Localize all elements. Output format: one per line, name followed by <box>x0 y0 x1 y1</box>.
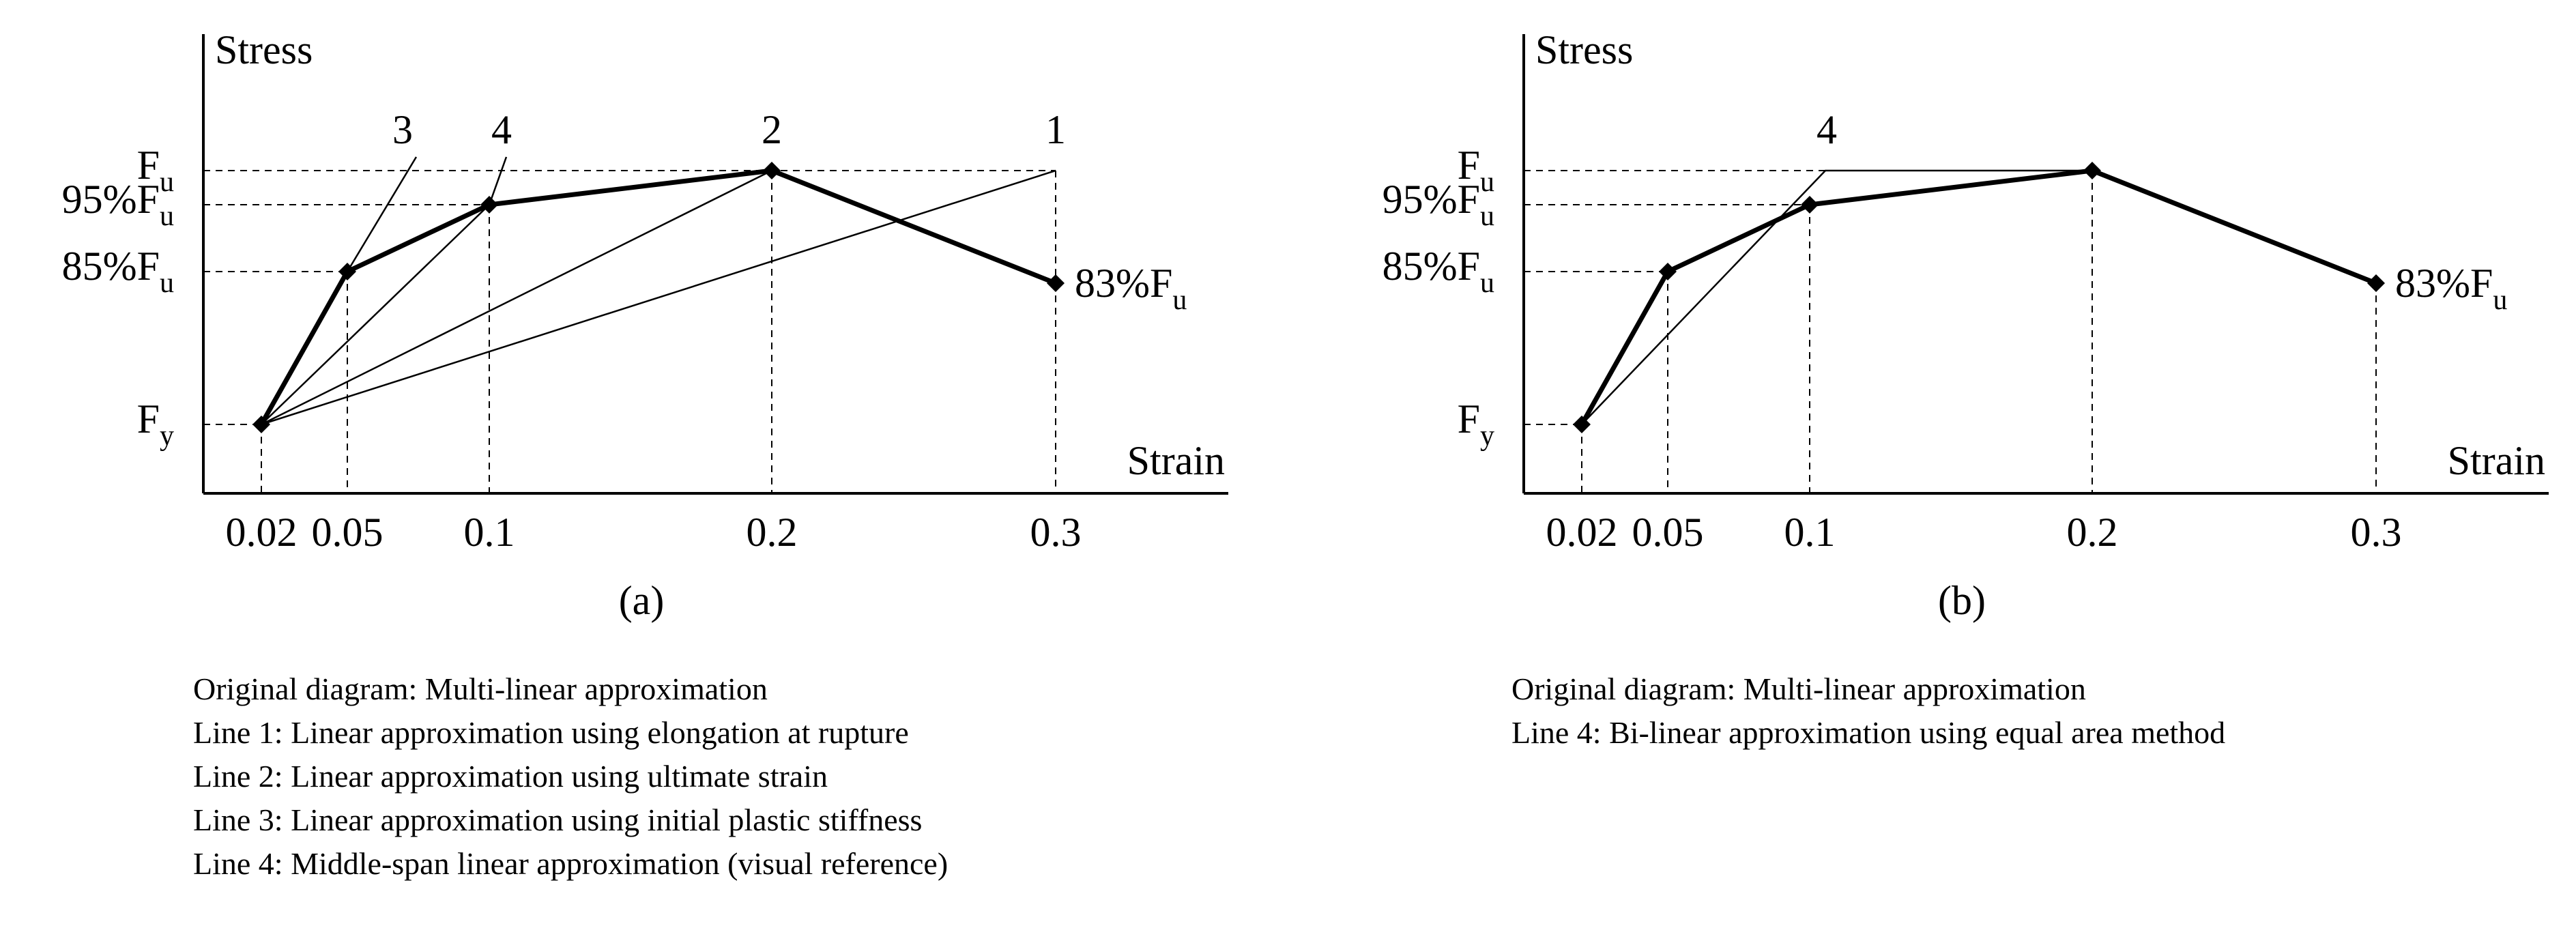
data-point-marker-4 <box>1047 274 1065 292</box>
series-line-3 <box>260 156 418 425</box>
x-tick-label-3: 0.2 <box>747 510 798 555</box>
panel-a-legend: Original diagram: Multi-linear approxima… <box>193 667 948 886</box>
series-line-4 <box>261 156 508 425</box>
x-tick-label-2: 0.1 <box>1784 510 1836 555</box>
panel-b-legend: Original diagram: Multi-linear approxima… <box>1511 667 2225 755</box>
legend-a-line-0: Original diagram: Multi-linear approxima… <box>193 671 768 706</box>
series-line-1 <box>261 169 1056 426</box>
y-tick-label-0: Fy <box>137 396 174 452</box>
panel-caption: (b) <box>1938 578 1986 623</box>
line-label-0: 3 <box>392 107 413 152</box>
annotation-label-0: 83%Fu <box>1075 261 1187 316</box>
series-line-2 <box>261 169 772 426</box>
line-label-3: 1 <box>1045 107 1066 152</box>
x-tick-label-4: 0.3 <box>1030 510 1082 555</box>
series-original-line <box>1579 168 2377 426</box>
data-point-marker-4 <box>2367 274 2385 292</box>
x-tick-label-0: 0.02 <box>226 510 298 555</box>
legend-a-line-1: Line 1: Linear approximation using elong… <box>193 715 909 750</box>
line-label-0: 4 <box>1817 107 1837 152</box>
annotation-label-0: 83%Fu <box>2395 261 2507 316</box>
legend-a-line-4: Line 4: Middle-span linear approximation… <box>193 846 949 881</box>
x-axis-title: Strain <box>1127 438 1225 483</box>
data-point-marker-1 <box>1659 263 1677 280</box>
panel-caption: (a) <box>619 578 665 623</box>
x-tick-label-1: 0.05 <box>312 510 383 555</box>
x-tick-label-3: 0.2 <box>2067 510 2118 555</box>
y-axis-title: Stress <box>215 27 313 72</box>
x-axis-title: Strain <box>2448 438 2545 483</box>
legend-b-line-0: Original diagram: Multi-linear approxima… <box>1511 671 2086 706</box>
y-axis-title: Stress <box>1535 27 1633 72</box>
x-tick-label-2: 0.1 <box>464 510 515 555</box>
series-line-4 <box>1581 169 2092 425</box>
x-tick-label-1: 0.05 <box>1632 510 1704 555</box>
legend-a-line-2: Line 2: Linear approximation using ultim… <box>193 759 828 794</box>
y-tick-label-1: 85%Fu <box>62 244 174 299</box>
x-tick-label-0: 0.02 <box>1546 510 1618 555</box>
line-label-2: 2 <box>762 107 782 152</box>
data-point-marker-2 <box>1801 196 1819 214</box>
x-tick-label-4: 0.3 <box>2351 510 2402 555</box>
line-label-1: 4 <box>491 107 512 152</box>
legend-a-line-3: Line 3: Linear approximation using initi… <box>193 802 923 837</box>
y-tick-label-0: Fy <box>1458 396 1494 452</box>
legend-b-line-1: Line 4: Bi-linear approximation using eq… <box>1511 715 2226 750</box>
y-tick-label-1: 85%Fu <box>1383 244 1494 299</box>
